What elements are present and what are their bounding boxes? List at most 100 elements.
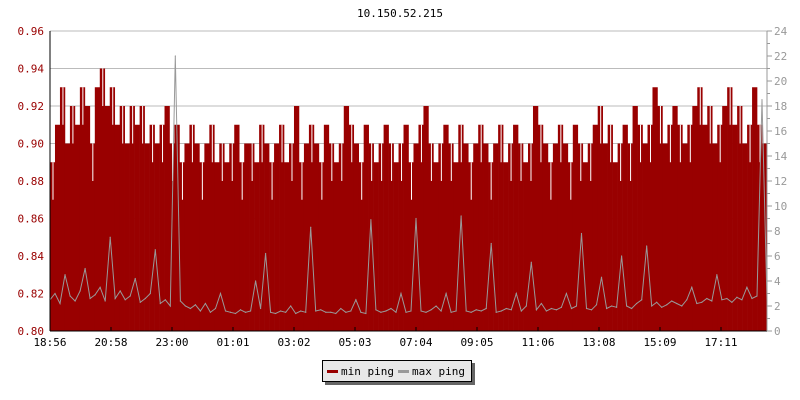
min-ping-gap [341,143,343,181]
max-ping-point [721,299,723,301]
min-ping-bar [358,162,364,331]
max-ping-point [455,310,457,312]
max-ping-point [199,310,202,312]
max-ping-point [169,305,171,307]
min-ping-bar [742,143,748,331]
max-ping-point [711,300,713,302]
min-ping-gap [689,124,691,163]
max-ping-point [275,312,277,315]
min-ping-gap [520,143,522,181]
max-ping-point [600,276,603,278]
max-ping-point [530,261,532,263]
min-ping-bar [373,162,379,331]
min-ping-series [50,68,768,331]
min-ping-bar [383,124,389,331]
min-ping-bar [269,162,275,331]
max-ping-point [350,310,352,312]
max-ping-point [229,311,232,313]
min-ping-bar [667,124,673,331]
min-ping-bar [174,124,180,331]
max-ping-point [615,306,618,308]
min-ping-gap [530,143,532,181]
left-tick-label: 0.82 [18,288,45,301]
max-ping-point [259,307,262,310]
x-tick-label: 17:11 [704,336,737,349]
min-ping-bar [149,124,155,331]
max-ping-point [425,311,427,313]
max-ping-point [560,306,563,308]
min-ping-bar [129,106,135,331]
right-tick-label: 4 [774,275,781,288]
max-ping-point [345,311,347,313]
max-ping-point [751,297,753,300]
max-ping-point [585,307,588,310]
max-ping-point [696,302,698,305]
legend-item-min-ping: min ping [327,365,394,378]
min-ping-bar [702,124,708,331]
max-ping-point [495,311,497,313]
min-ping-bar [627,143,633,331]
min-ping-gap [361,162,363,200]
min-ping-bar [124,143,130,331]
min-ping-bar [587,143,594,331]
min-ping-gap [301,162,303,200]
min-ping-bar [523,162,529,331]
max-ping-point [204,302,207,305]
min-ping-bar [89,143,96,331]
right-tick-label: 8 [774,225,781,238]
min-ping-gap [460,124,462,163]
max-ping-point [164,299,166,301]
min-ping-gap [759,124,761,163]
max-ping-point [595,304,598,306]
min-ping-bar [254,162,260,331]
max-ping-point [395,311,397,313]
max-ping-point [310,226,312,228]
max-ping-point [656,301,658,303]
min-ping-bar [308,124,315,331]
max-ping-point [224,310,227,312]
max-ping-point [89,297,91,300]
min-ping-gap [132,106,134,144]
max-ping-point [706,297,708,300]
min-ping-bar [657,106,663,331]
max-ping-point [335,312,337,315]
min-ping-gap [82,87,84,125]
max-ping-point [430,309,432,311]
min-ping-bar [528,143,534,331]
min-ping-bar [214,162,220,331]
max-ping-point [565,292,568,295]
min-ping-bar [483,143,489,331]
max-ping-point [325,311,327,313]
right-tick-label: 24 [774,25,788,38]
max-ping-point [405,311,407,313]
max-ping-point [540,302,542,305]
min-ping-bar [672,106,678,331]
min-ping-bar [732,124,738,331]
min-ping-gap [590,143,592,181]
min-ping-bar [144,143,150,331]
max-ping-point [214,307,217,310]
min-ping-bar [284,162,290,331]
x-tick-label: 15:09 [643,336,676,349]
max-ping-point [580,232,583,235]
min-ping-bar [493,143,499,331]
min-ping-bar [184,143,190,331]
min-ping-gap [231,143,233,181]
max-ping-point [400,292,402,295]
max-ping-point [355,299,357,301]
right-tick-label: 6 [774,250,781,263]
max-ping-point [365,312,367,315]
min-ping-gap [381,143,383,181]
min-ping-gap [450,143,452,181]
min-ping-bar [249,143,255,331]
left-tick-label: 0.94 [18,63,45,76]
min-ping-bar [398,143,404,331]
min-ping-bar [592,124,599,331]
max-ping-point [280,310,282,312]
max-ping-point [435,305,437,307]
min-ping-bar [448,143,454,331]
min-ping-bar [114,124,121,331]
max-ping-point [620,255,623,257]
legend-label: min ping [341,364,394,378]
max-ping-point [114,297,116,300]
